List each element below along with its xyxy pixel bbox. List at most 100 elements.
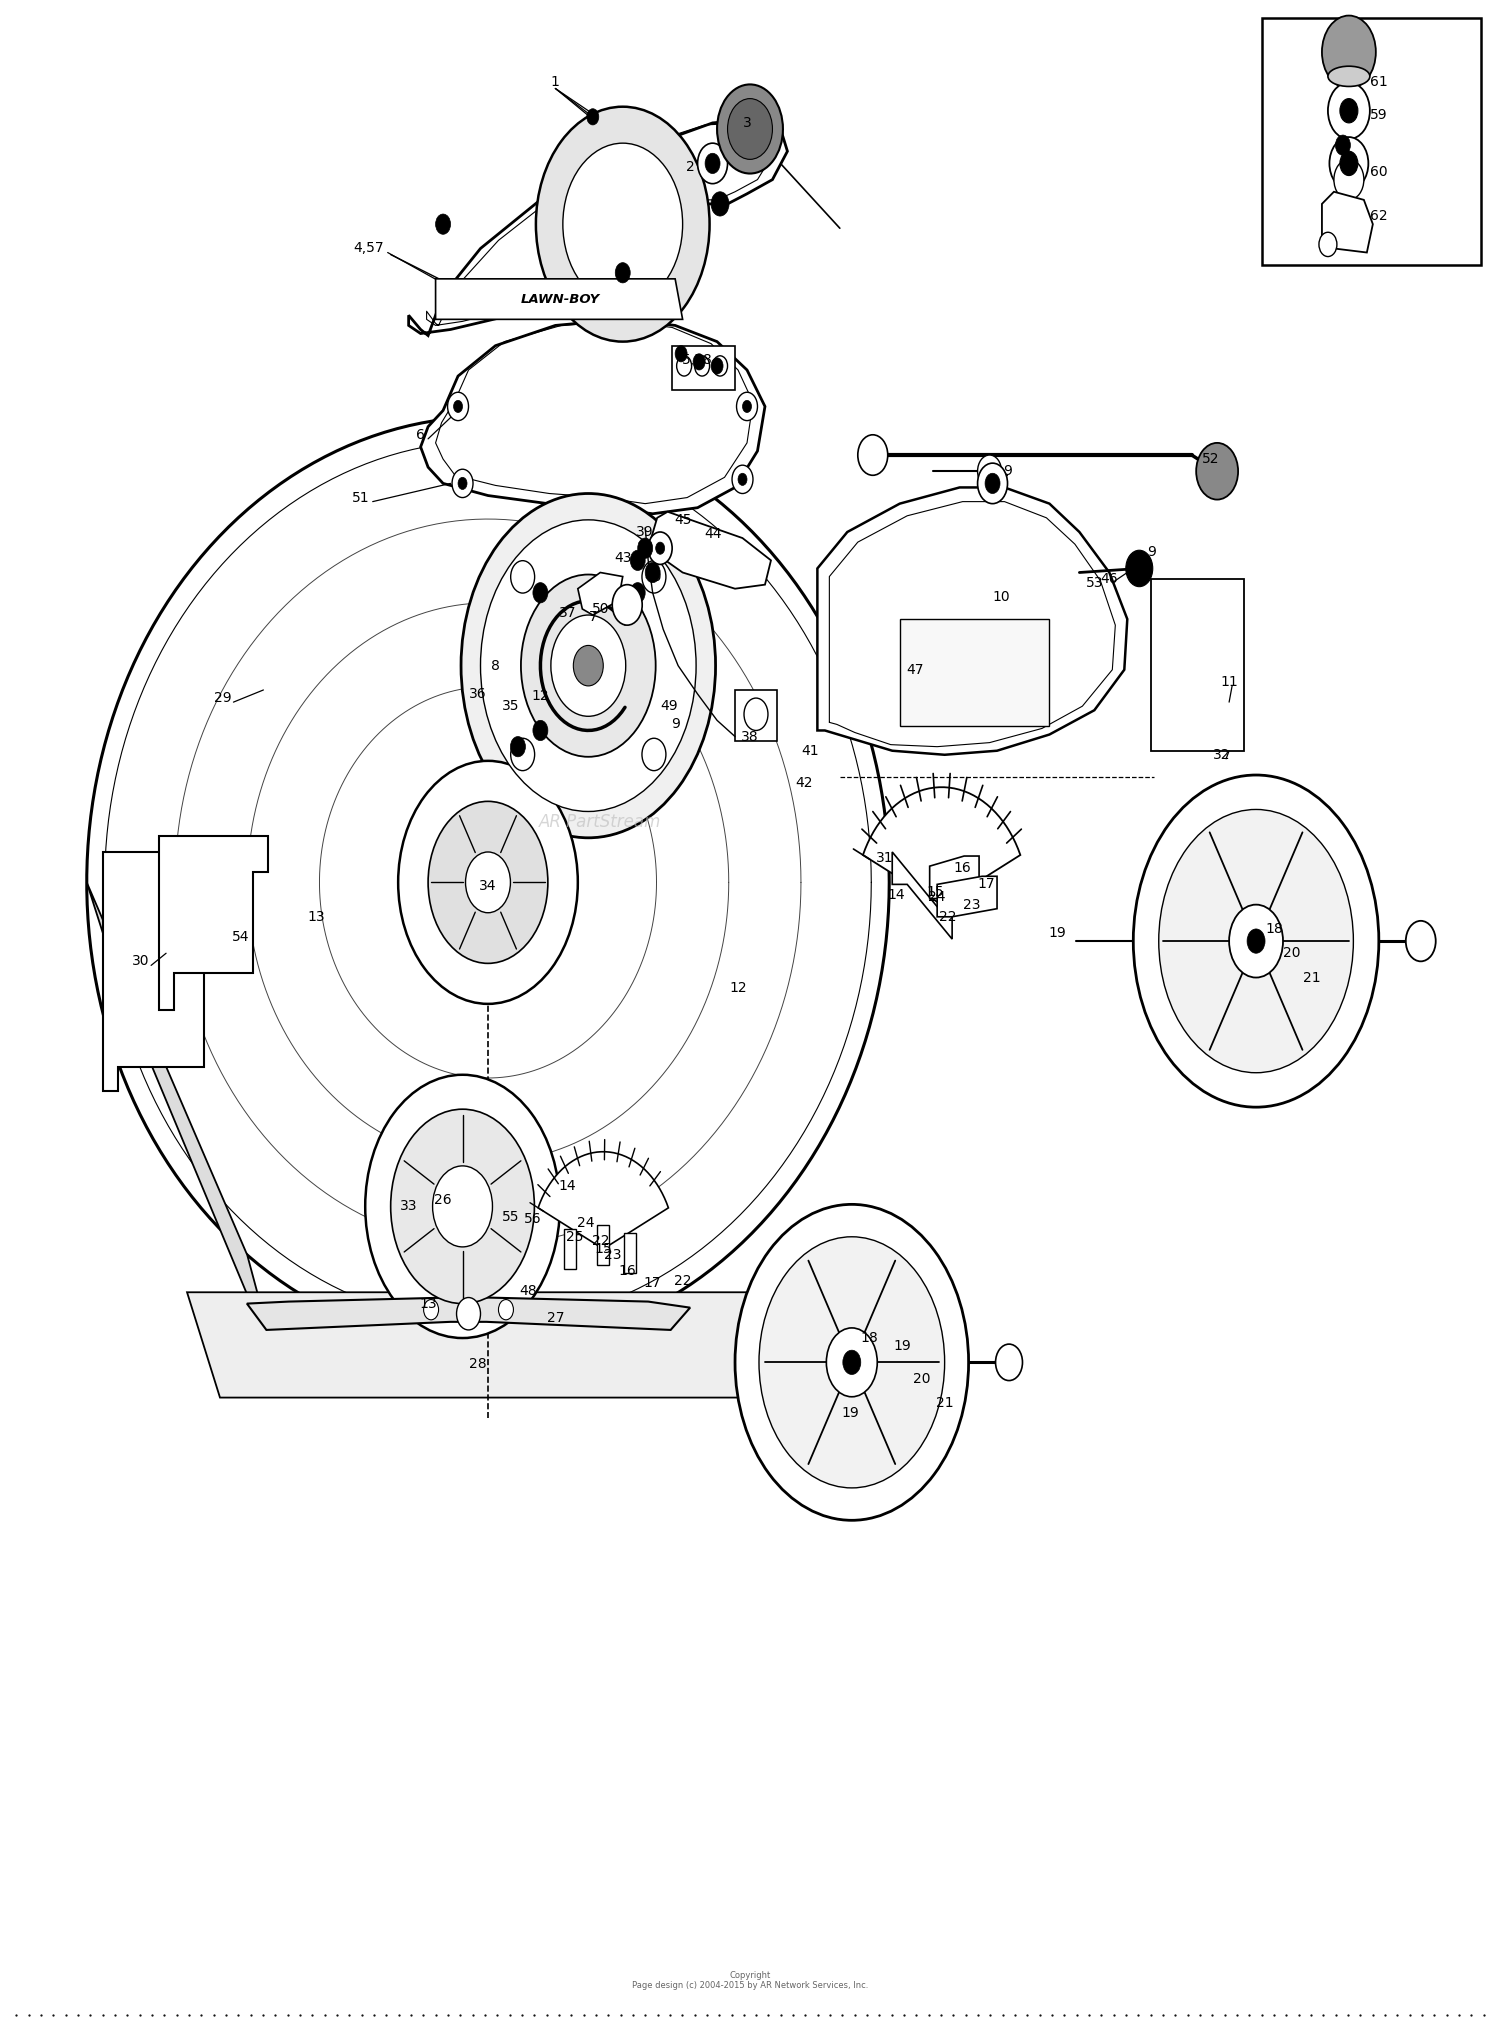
Circle shape [732, 464, 753, 493]
Circle shape [1158, 809, 1353, 1073]
Circle shape [520, 574, 656, 756]
Polygon shape [1322, 193, 1372, 254]
Text: 10: 10 [993, 590, 1011, 604]
Text: 55: 55 [501, 1209, 519, 1223]
Circle shape [1126, 550, 1154, 586]
Text: 19: 19 [842, 1405, 860, 1420]
Circle shape [573, 645, 603, 685]
Circle shape [642, 560, 666, 592]
Circle shape [843, 1351, 861, 1375]
Polygon shape [672, 345, 735, 389]
Circle shape [711, 357, 723, 373]
Text: LAWN-BOY: LAWN-BOY [520, 292, 600, 306]
Polygon shape [159, 836, 268, 1010]
Polygon shape [624, 1233, 636, 1274]
Circle shape [694, 355, 709, 375]
Circle shape [1246, 929, 1264, 953]
Text: 13: 13 [420, 1296, 436, 1310]
Circle shape [978, 454, 1002, 487]
Text: 47: 47 [906, 663, 924, 677]
Circle shape [498, 1300, 513, 1320]
Text: 7: 7 [588, 610, 597, 625]
Text: 19: 19 [894, 1338, 912, 1353]
Circle shape [452, 468, 472, 497]
Bar [1262, 18, 1480, 266]
Text: 61: 61 [1370, 75, 1388, 89]
Circle shape [735, 1205, 969, 1521]
Text: 36: 36 [468, 687, 486, 702]
Text: 12: 12 [636, 541, 654, 556]
Text: 31: 31 [876, 852, 894, 866]
Text: 15: 15 [927, 886, 945, 900]
Polygon shape [564, 1229, 576, 1270]
Text: 9: 9 [1148, 546, 1155, 560]
Circle shape [858, 434, 888, 475]
Polygon shape [435, 278, 682, 318]
Text: Copyright
Page design (c) 2004-2015 by AR Network Services, Inc.: Copyright Page design (c) 2004-2015 by A… [632, 1971, 868, 1989]
Text: 43: 43 [614, 552, 632, 566]
Circle shape [453, 400, 462, 412]
Circle shape [423, 1300, 438, 1320]
Text: 22: 22 [674, 1274, 692, 1288]
Text: 3: 3 [742, 116, 752, 130]
Text: 4,57: 4,57 [352, 241, 384, 256]
Circle shape [1318, 233, 1336, 258]
Text: 26: 26 [435, 1192, 451, 1207]
Text: 25: 25 [566, 1229, 584, 1243]
Text: AR PartStream: AR PartStream [538, 813, 662, 831]
Circle shape [717, 85, 783, 174]
Text: 28: 28 [468, 1357, 486, 1371]
Circle shape [435, 215, 450, 235]
Text: 19: 19 [1048, 927, 1066, 941]
Circle shape [1322, 16, 1376, 89]
Text: 20: 20 [914, 1371, 932, 1385]
Text: 18: 18 [1264, 923, 1282, 937]
Text: 52: 52 [1203, 452, 1219, 466]
Text: 54: 54 [232, 931, 249, 945]
Circle shape [460, 493, 716, 838]
Circle shape [1328, 83, 1370, 140]
Circle shape [742, 400, 752, 412]
Circle shape [736, 391, 758, 420]
Circle shape [364, 1075, 560, 1338]
Text: 9: 9 [1004, 464, 1013, 479]
Polygon shape [818, 487, 1128, 754]
Text: 23: 23 [963, 898, 981, 913]
Text: 59: 59 [1370, 107, 1388, 122]
Polygon shape [938, 876, 998, 917]
Polygon shape [538, 1152, 669, 1249]
Text: 53: 53 [1086, 576, 1102, 590]
Circle shape [480, 519, 696, 811]
Bar [1152, 578, 1244, 750]
Text: 38: 38 [741, 730, 759, 744]
Text: 17: 17 [978, 878, 996, 892]
Circle shape [612, 584, 642, 625]
Text: 35: 35 [501, 700, 519, 714]
Text: 32: 32 [1214, 748, 1230, 763]
Circle shape [630, 582, 645, 602]
Polygon shape [892, 852, 952, 939]
Circle shape [728, 99, 772, 160]
Text: 42: 42 [795, 777, 813, 791]
Text: 40: 40 [644, 570, 662, 584]
Circle shape [996, 1345, 1023, 1381]
Text: 21: 21 [1302, 971, 1320, 984]
Circle shape [638, 537, 652, 558]
Text: 12: 12 [729, 982, 747, 994]
Polygon shape [87, 416, 889, 1349]
Text: 41: 41 [801, 744, 819, 758]
Text: 21: 21 [936, 1395, 954, 1409]
Text: 24: 24 [928, 890, 946, 904]
Circle shape [1335, 136, 1350, 156]
Text: 56: 56 [524, 1211, 542, 1225]
Polygon shape [104, 852, 219, 1091]
Text: 12: 12 [531, 690, 549, 704]
Circle shape [827, 1328, 878, 1397]
Polygon shape [420, 318, 765, 513]
Text: 16: 16 [618, 1263, 636, 1278]
Text: 50: 50 [591, 602, 609, 617]
Polygon shape [900, 619, 1050, 726]
Text: 1: 1 [550, 75, 560, 89]
Ellipse shape [1328, 67, 1370, 87]
Circle shape [712, 355, 728, 375]
